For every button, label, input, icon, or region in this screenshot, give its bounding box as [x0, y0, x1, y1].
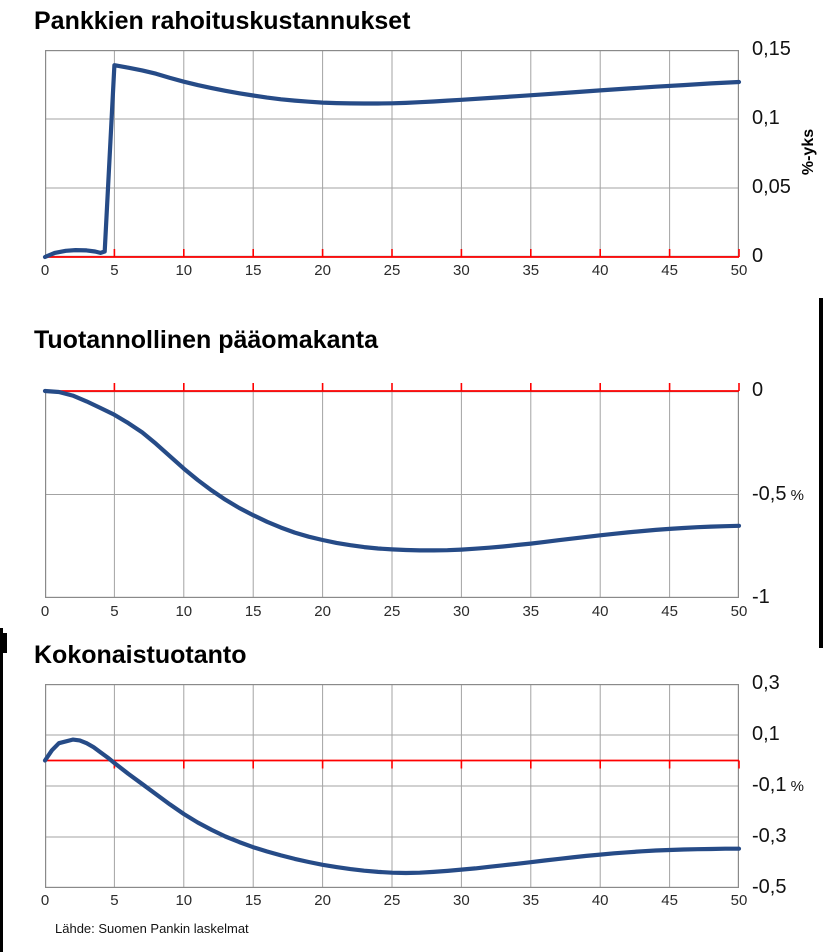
image-border-artifact-left-stub [0, 633, 7, 653]
x-tick-label: 45 [661, 603, 678, 620]
y-tick-label: 0 [752, 379, 764, 401]
x-tick-label: 25 [383, 603, 401, 620]
image-border-artifact-right [819, 298, 823, 648]
x-tick-label: 20 [314, 262, 331, 279]
chart-canvas [42, 684, 742, 889]
y-tick-label: 0,1 [752, 107, 780, 129]
x-tick-label: 15 [244, 603, 262, 620]
y-tick-label: 0,15 [752, 38, 791, 60]
total-output-y-axis-labels: 0,3 0,1 -0,1 % -0,3 -0,5 [752, 672, 824, 898]
series-line-productive-capital-stock [42, 388, 742, 553]
capital-stock-y-axis-labels: 0 -0,5 % -1 [752, 379, 824, 608]
y-tick-label: -0,3 [752, 825, 787, 847]
y-tick-label: -0,5 % [752, 482, 804, 505]
y-tick-label: 0,05 [752, 176, 791, 198]
x-tick-label: 50 [730, 262, 748, 279]
x-tick-label: 10 [175, 262, 193, 279]
y-tick-label: -0,5 [752, 876, 787, 898]
x-tick-label: 30 [453, 262, 470, 279]
x-tick-label: 25 [383, 262, 401, 279]
capital-stock-x-axis-labels: 0 5 10 15 20 25 30 35 40 45 50 [41, 603, 748, 621]
y-axis-percent-suffix: % [786, 778, 804, 795]
x-tick-label: 40 [591, 603, 609, 620]
x-tick-label: 45 [661, 262, 678, 279]
chart-title-funding-costs: Pankkien rahoituskustannukset [34, 7, 411, 35]
x-tick-label: 30 [453, 892, 470, 909]
chart-canvas [42, 50, 742, 260]
chart-canvas [42, 383, 742, 599]
y-axis-percent-suffix: % [786, 486, 804, 504]
x-tick-label: 15 [244, 892, 262, 909]
image-border-artifact-left [0, 628, 3, 952]
y-tick-label: 0,1 [752, 723, 780, 745]
total-output-x-axis-labels: 0 5 10 15 20 25 30 35 40 45 50 [41, 892, 748, 910]
y-tick-label: -1 [752, 586, 770, 608]
x-tick-label: 10 [175, 603, 193, 620]
x-tick-label: 10 [175, 892, 193, 909]
x-tick-label: 0 [40, 892, 50, 909]
x-tick-label: 5 [110, 262, 119, 279]
chart-title-total-output: Kokonaistuotanto [34, 641, 247, 669]
x-tick-label: 0 [40, 262, 50, 279]
funding-costs-x-axis-labels: 0 5 10 15 20 25 30 35 40 45 50 [41, 262, 748, 280]
x-tick-label: 50 [730, 603, 748, 620]
x-tick-label: 25 [383, 892, 401, 909]
x-tick-label: 5 [110, 603, 119, 620]
y-tick-label: 0 [752, 245, 764, 267]
x-tick-label: 40 [591, 892, 609, 909]
x-tick-label: 30 [453, 603, 470, 620]
source-note: Lähde: Suomen Pankin laskelmat [55, 921, 249, 936]
chart-title-capital-stock: Tuotannollinen pääomakanta [34, 326, 379, 354]
funding-costs-plot [42, 50, 742, 260]
total-output-plot [42, 684, 742, 889]
x-tick-label: 40 [591, 262, 609, 279]
series-line-bank-funding-costs [42, 63, 742, 260]
capital-stock-plot [42, 383, 742, 599]
y-tick-label: -0,1 % [752, 774, 804, 796]
x-tick-label: 20 [314, 603, 331, 620]
x-tick-label: 45 [661, 892, 678, 909]
x-tick-label: 35 [522, 262, 540, 279]
plot-frame [45, 684, 739, 889]
y-tick-label: 0,3 [752, 672, 780, 694]
funding-costs-y-axis-labels: 0,15 0,1 0,05 0 [752, 38, 824, 267]
x-tick-label: 50 [730, 892, 748, 909]
x-tick-label: 35 [522, 603, 540, 620]
x-tick-label: 15 [244, 262, 262, 279]
y-axis-unit-label: %-yks [800, 128, 818, 176]
x-tick-label: 5 [110, 892, 119, 909]
x-tick-label: 0 [40, 603, 50, 620]
x-tick-label: 35 [522, 892, 540, 909]
x-tick-label: 20 [314, 892, 331, 909]
series-line-total-output [42, 737, 742, 876]
